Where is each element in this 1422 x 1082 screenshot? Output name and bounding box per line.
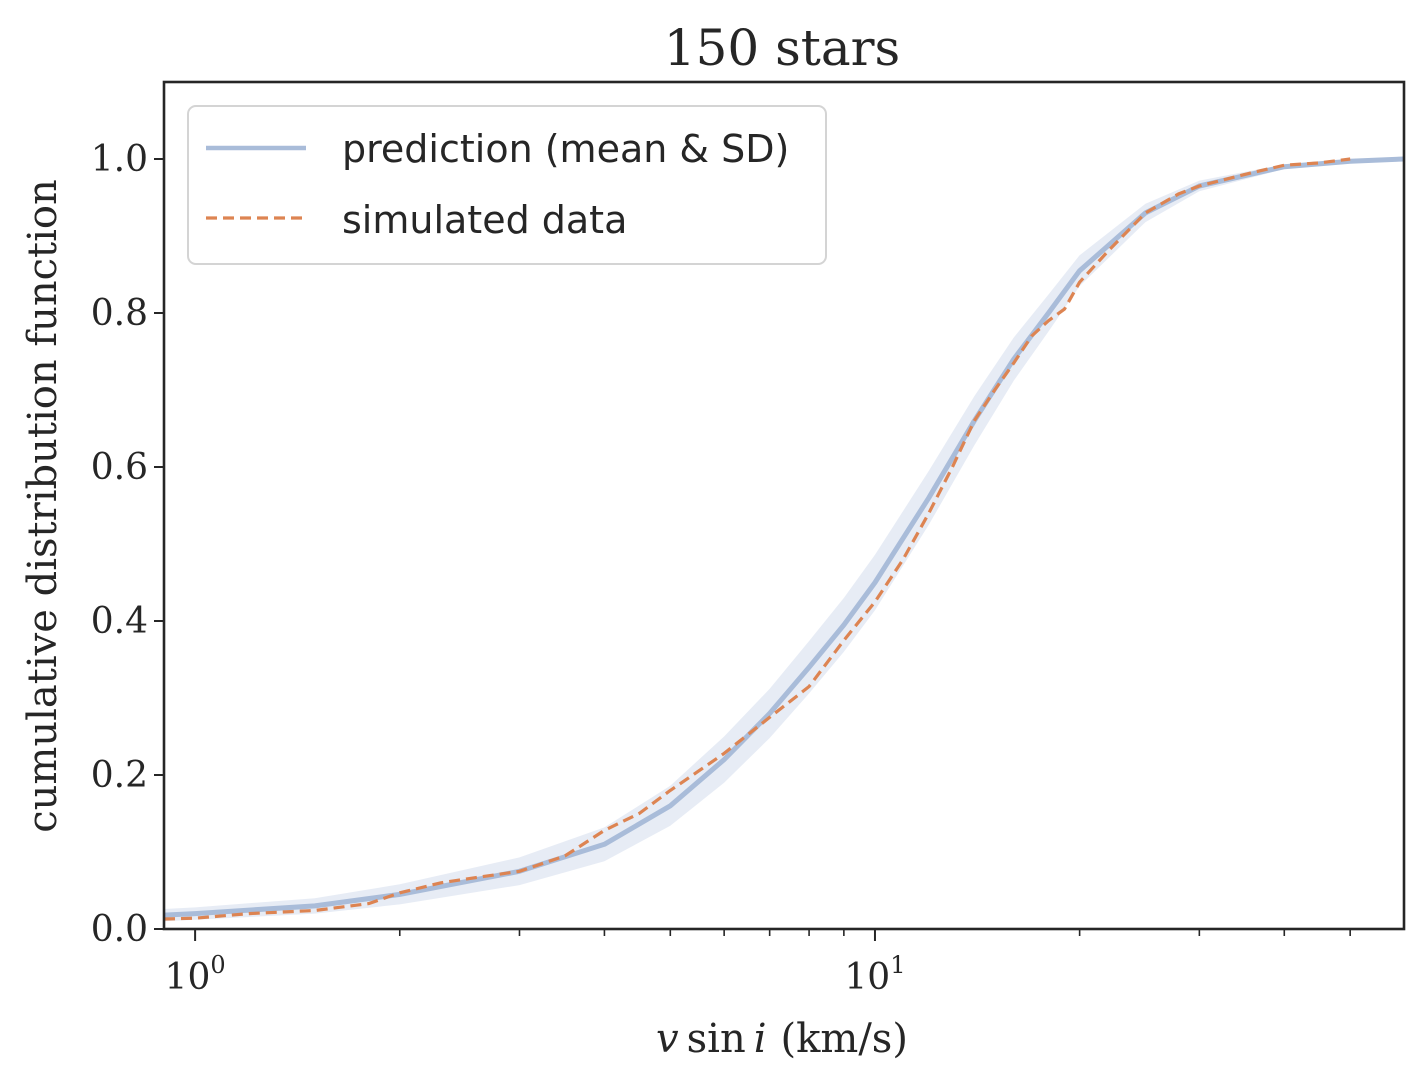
x-axis-title-units: (km/s) xyxy=(781,1016,908,1062)
y-tick-label: 0.2 xyxy=(91,755,148,796)
y-axis: 0.0 0.2 0.4 0.6 0.8 1.0 xyxy=(91,139,164,950)
legend-box xyxy=(187,105,827,265)
x-axis-title-sin: sin xyxy=(687,1016,746,1062)
x-tick-label: 100 xyxy=(165,951,226,998)
x-axis-title-v: v xyxy=(656,1016,679,1062)
legend-label-prediction: prediction (mean & SD) xyxy=(342,127,789,171)
y-tick-label: 1.0 xyxy=(91,139,148,180)
x-axis: 100 101 xyxy=(165,929,1351,998)
y-tick-label: 0.8 xyxy=(91,293,148,334)
legend: prediction (mean & SD) simulated data xyxy=(187,105,827,265)
x-tick-label: 101 xyxy=(844,951,905,998)
simulated-data-line xyxy=(164,157,1351,921)
chart-title: 150 stars xyxy=(664,19,900,77)
y-axis-title: cumulative distribution function xyxy=(20,179,66,833)
x-axis-title: v sin i (km/s) xyxy=(656,1016,908,1062)
y-tick-label: 0.0 xyxy=(91,909,148,950)
prediction-mean-line xyxy=(164,156,1404,918)
x-axis-title-i: i xyxy=(754,1016,767,1062)
plot-frame xyxy=(162,80,1406,931)
legend-label-simulated: simulated data xyxy=(342,198,627,242)
y-tick-label: 0.4 xyxy=(91,601,148,642)
plot-area xyxy=(164,156,1404,922)
y-tick-label: 0.6 xyxy=(91,447,148,488)
